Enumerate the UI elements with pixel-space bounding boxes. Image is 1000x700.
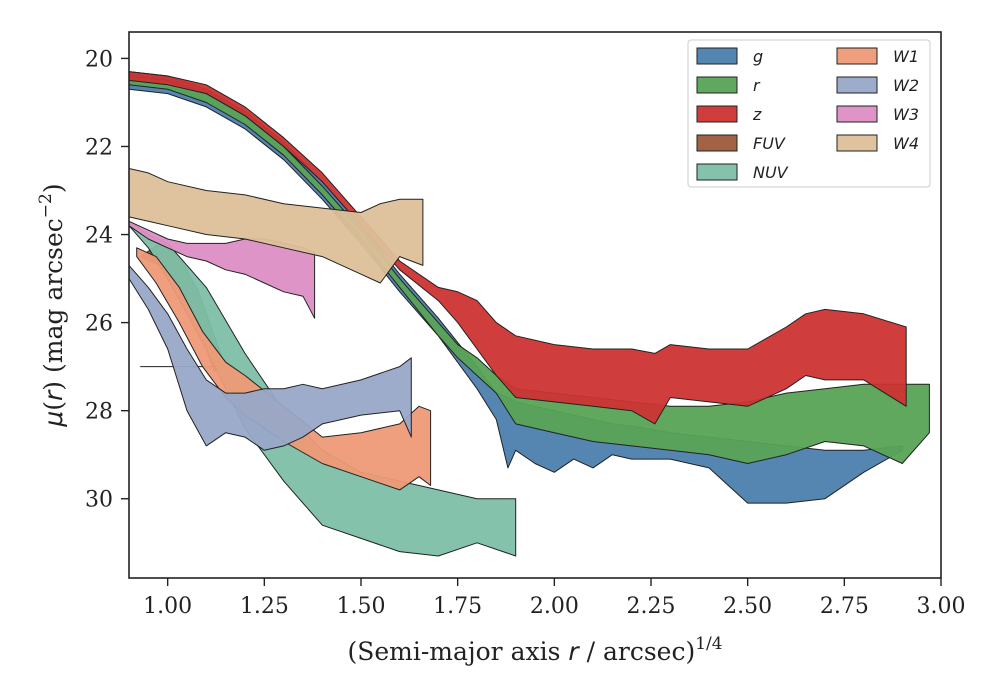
legend-label-r: r <box>753 76 761 95</box>
band-w2 <box>128 264 412 451</box>
legend-swatch-w1 <box>836 47 878 65</box>
legend-label-w1: W1 <box>893 47 919 66</box>
x-axis-label: (Semi-major axis r / arcsec)1/4 <box>347 634 722 666</box>
y-tick-label: 20 <box>85 47 113 72</box>
x-tick-label: 1.00 <box>143 594 192 619</box>
legend-swatch-g <box>696 47 738 65</box>
legend-label-w4: W4 <box>893 134 919 153</box>
x-axis-ticks: 1.00 1.25 1.50 1.75 2.00 2.25 2.50 2.75 3.00 <box>143 578 965 619</box>
x-tick-label: 1.50 <box>337 594 386 619</box>
legend: grz FUV NUV W1 W2 W3 W4 <box>687 39 931 188</box>
y-tick-label: 26 <box>85 312 113 337</box>
band-w4 <box>128 168 424 284</box>
band-w3 <box>128 220 316 319</box>
x-tick-label: 2.25 <box>627 594 676 619</box>
legend-swatch-w2 <box>836 76 878 94</box>
legend-swatch-w3 <box>836 105 878 123</box>
x-tick-label: 3.00 <box>917 594 966 619</box>
band-r <box>128 75 930 464</box>
legend-label-g: g <box>753 47 763 66</box>
x-tick-label: 1.25 <box>240 594 289 619</box>
y-tick-label: 22 <box>85 135 113 160</box>
y-tick-label: 28 <box>85 400 113 425</box>
plot-frame <box>128 31 942 579</box>
legend-swatch-w4 <box>836 134 878 152</box>
band-layer <box>128 71 930 557</box>
x-tick-label: 2.00 <box>530 594 579 619</box>
legend-swatch-z <box>696 105 738 123</box>
band-w1 <box>136 247 432 491</box>
y-axis-ticks: 20 22 24 26 28 30 <box>85 47 129 513</box>
legend-swatch-fuv <box>696 134 738 152</box>
x-tick-label: 2.50 <box>723 594 772 619</box>
legend-label-nuv: NUV <box>753 163 789 182</box>
y-tick-label: 30 <box>85 488 113 513</box>
y-tick-label: 24 <box>85 224 113 249</box>
x-tick-label: 2.75 <box>820 594 869 619</box>
legend-label-w3: W3 <box>893 105 919 124</box>
legend-label-w2: W2 <box>893 76 919 95</box>
y-axis-label: μ(r) (mag arcsec−2) <box>36 183 68 427</box>
legend-label-z: z <box>752 105 762 124</box>
legend-swatch-nuv <box>696 163 738 181</box>
band-z <box>128 71 907 425</box>
legend-label-fuv: FUV <box>753 134 786 153</box>
x-tick-label: 1.75 <box>433 594 482 619</box>
legend-swatch-r <box>696 76 738 94</box>
